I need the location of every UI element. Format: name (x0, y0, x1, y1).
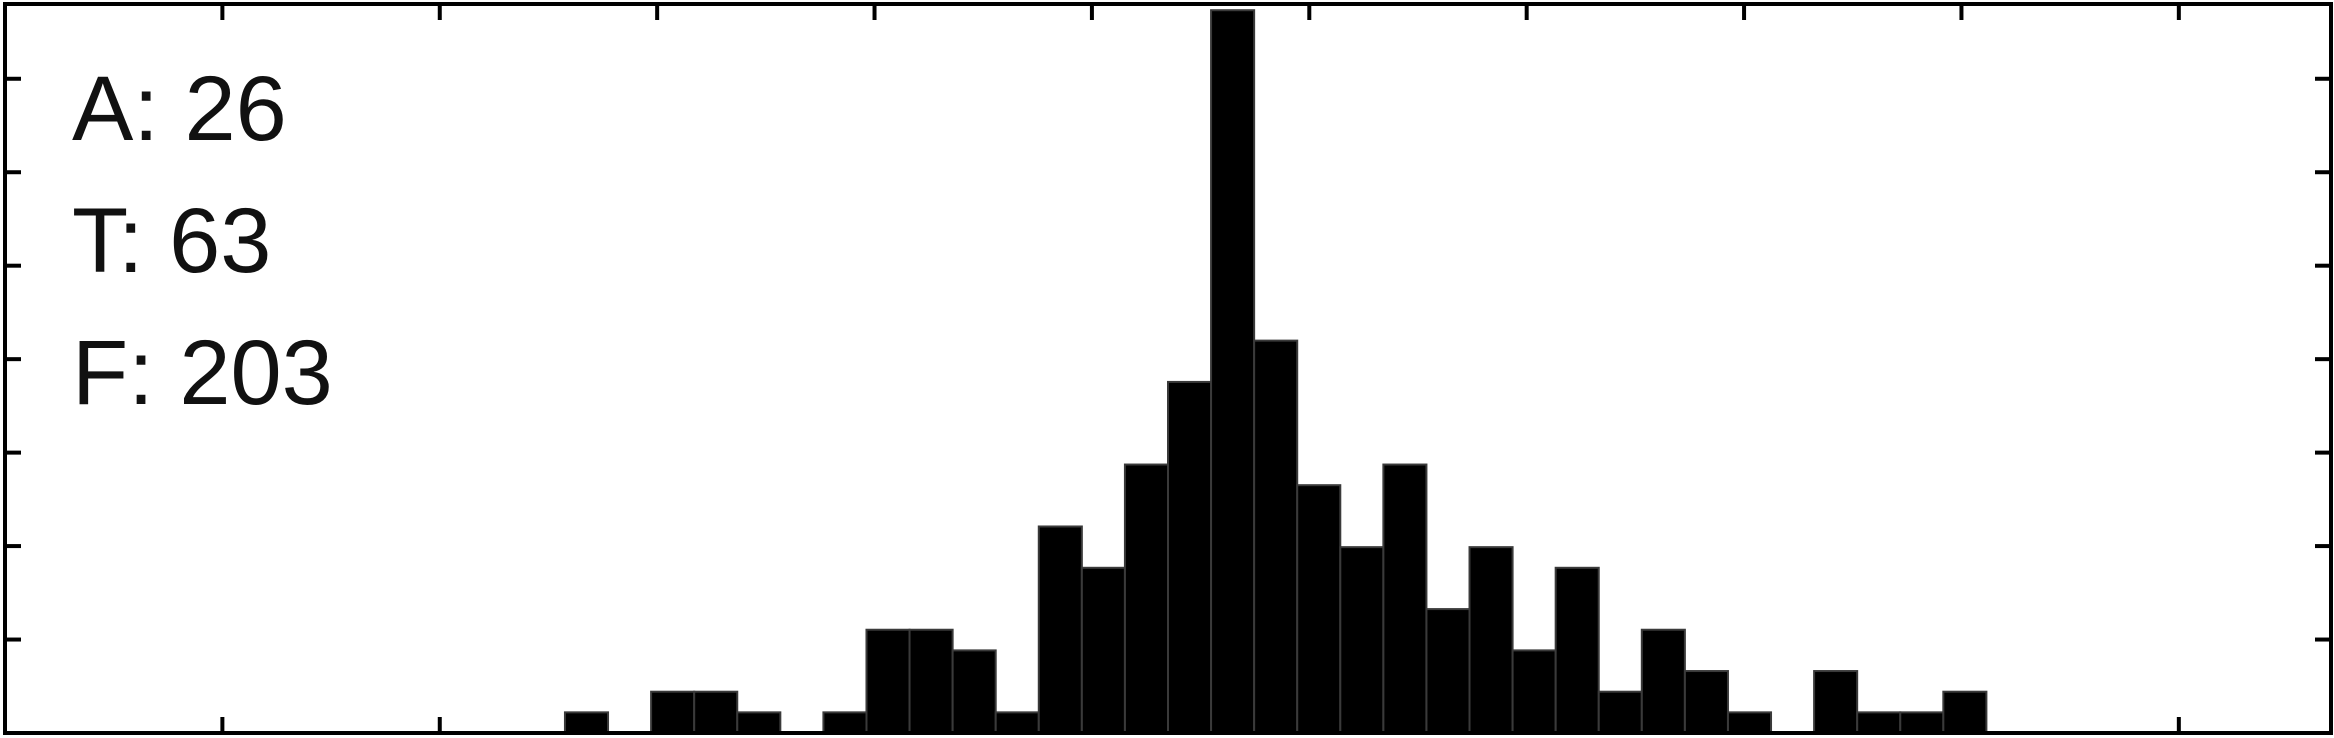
histogram-bar (822, 711, 868, 734)
histogram-bar (1640, 628, 1686, 734)
histogram-bar (1726, 711, 1773, 734)
histogram-bar (1339, 546, 1385, 735)
histogram-bar (1210, 9, 1256, 734)
histogram-bar (908, 628, 954, 734)
plot-frame (3, 2, 2333, 735)
histogram-bar (1511, 649, 1557, 735)
histogram-bar (1167, 380, 1213, 734)
histogram-bar (1425, 608, 1471, 735)
histogram-bar (1683, 670, 1729, 734)
histogram-bar (1123, 463, 1170, 734)
histogram-bar (1382, 463, 1428, 734)
histogram-bar (994, 711, 1040, 734)
annotation-f: F: 203 (72, 322, 333, 424)
histogram-bar (1856, 711, 1902, 734)
bars (563, 9, 1988, 735)
histogram-bar (1813, 670, 1859, 734)
histogram-bar (563, 711, 610, 734)
histogram-bar (1468, 546, 1514, 735)
annotation-t: T: 63 (72, 190, 271, 292)
histogram-bar (1296, 484, 1342, 734)
histogram-bar (1037, 525, 1083, 734)
histogram-bar (1554, 566, 1600, 734)
histogram-bar (865, 628, 911, 734)
histogram-bar (1080, 566, 1126, 734)
histogram-bar (693, 690, 739, 735)
histogram-bar (1942, 690, 1988, 735)
histogram-bar (951, 649, 997, 735)
histogram-bar (1597, 690, 1643, 735)
histogram-bar (1253, 339, 1299, 734)
axis-ticks (5, 4, 2331, 733)
histogram-bar (1899, 711, 1945, 734)
histogram-bar (736, 711, 782, 734)
annotation-a: A: 26 (72, 58, 287, 160)
